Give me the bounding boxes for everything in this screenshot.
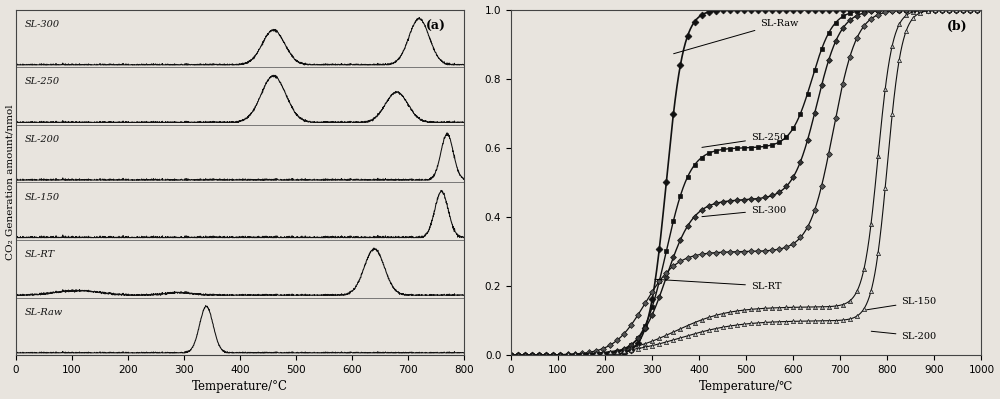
Text: SL-RT: SL-RT xyxy=(24,250,54,259)
Text: SL-300: SL-300 xyxy=(24,20,59,29)
Y-axis label: CO₂ Generation amount/nmol: CO₂ Generation amount/nmol xyxy=(6,105,15,260)
Text: SL-RT: SL-RT xyxy=(655,279,781,290)
Text: SL-250: SL-250 xyxy=(702,133,786,147)
Text: SL-150: SL-150 xyxy=(24,193,59,201)
Text: SL-Raw: SL-Raw xyxy=(674,19,799,54)
X-axis label: Temperature/°C: Temperature/°C xyxy=(192,380,288,393)
Text: SL-200: SL-200 xyxy=(24,135,59,144)
X-axis label: Temperature/℃: Temperature/℃ xyxy=(699,380,793,393)
Text: SL-300: SL-300 xyxy=(702,205,786,217)
Text: SL-150: SL-150 xyxy=(867,297,937,310)
Text: SL-250: SL-250 xyxy=(24,77,59,87)
Text: (a): (a) xyxy=(426,20,446,33)
Text: SL-200: SL-200 xyxy=(871,331,937,341)
Text: (b): (b) xyxy=(947,20,967,33)
Text: SL-Raw: SL-Raw xyxy=(24,308,63,317)
